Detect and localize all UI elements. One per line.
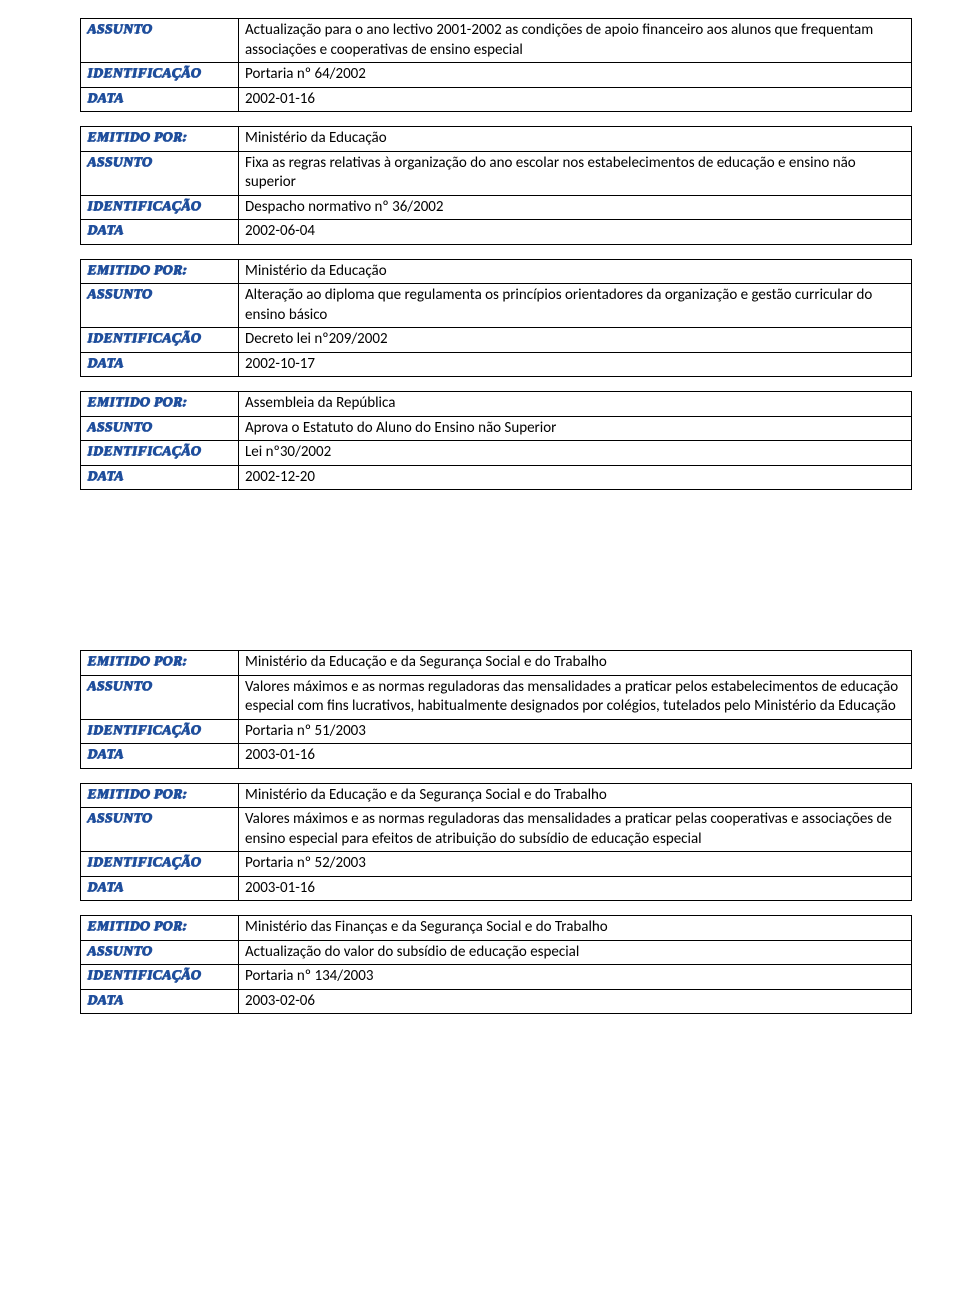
emitido-por-value: Ministério das Finanças e da Segurança S… [239, 916, 912, 941]
assunto-value: Aprova o Estatuto do Aluno do Ensino não… [239, 416, 912, 441]
data-value: 2003-01-16 [239, 744, 912, 769]
identificacao-label: IDENTIFICAÇÃO [81, 852, 239, 877]
record: EMITIDO POR:Ministério da EducaçãoASSUNT… [80, 259, 912, 378]
data-value: 2003-01-16 [239, 876, 912, 901]
assunto-value: Actualização do valor do subsídio de edu… [239, 940, 912, 965]
emitido_por-label: EMITIDO POR: [81, 783, 239, 808]
data-label: DATA [81, 989, 239, 1014]
records-container: ASSUNTOActualização para o ano lectivo 2… [80, 18, 912, 1014]
identificacao-value: Portaria nº 64/2002 [239, 63, 912, 88]
record-table: ASSUNTOActualização para o ano lectivo 2… [80, 18, 912, 112]
emitido_por-label: EMITIDO POR: [81, 392, 239, 417]
record-table: EMITIDO POR:Ministério da EducaçãoASSUNT… [80, 126, 912, 245]
data-label: DATA [81, 744, 239, 769]
identificacao-value: Portaria nº 52/2003 [239, 852, 912, 877]
assunto-label: ASSUNTO [81, 940, 239, 965]
data-value: 2002-01-16 [239, 87, 912, 112]
identificacao-label: IDENTIFICAÇÃO [81, 719, 239, 744]
identificacao-label: IDENTIFICAÇÃO [81, 63, 239, 88]
emitido-por-value: Ministério da Educação e da Segurança So… [239, 783, 912, 808]
record-table: EMITIDO POR:Assembleia da RepúblicaASSUN… [80, 391, 912, 490]
identificacao-value: Lei nº30/2002 [239, 441, 912, 466]
identificacao-value: Decreto lei nº209/2002 [239, 328, 912, 353]
assunto-label: ASSUNTO [81, 19, 239, 63]
data-value: 2002-06-04 [239, 220, 912, 245]
identificacao-label: IDENTIFICAÇÃO [81, 328, 239, 353]
assunto-value: Fixa as regras relativas à organização d… [239, 151, 912, 195]
identificacao-label: IDENTIFICAÇÃO [81, 965, 239, 990]
record-table: EMITIDO POR:Ministério da Educação e da … [80, 650, 912, 769]
record: EMITIDO POR:Ministério da Educação e da … [80, 783, 912, 902]
assunto-label: ASSUNTO [81, 284, 239, 328]
record: EMITIDO POR:Assembleia da RepúblicaASSUN… [80, 391, 912, 490]
data-label: DATA [81, 876, 239, 901]
identificacao-value: Despacho normativo nº 36/2002 [239, 195, 912, 220]
data-label: DATA [81, 220, 239, 245]
emitido-por-value: Assembleia da República [239, 392, 912, 417]
identificacao-label: IDENTIFICAÇÃO [81, 441, 239, 466]
data-value: 2002-12-20 [239, 465, 912, 490]
record: EMITIDO POR:Ministério das Finanças e da… [80, 915, 912, 1014]
identificacao-label: IDENTIFICAÇÃO [81, 195, 239, 220]
record: EMITIDO POR:Ministério da EducaçãoASSUNT… [80, 126, 912, 245]
assunto-value: Valores máximos e as normas reguladoras … [239, 808, 912, 852]
assunto-label: ASSUNTO [81, 151, 239, 195]
emitido_por-label: EMITIDO POR: [81, 127, 239, 152]
emitido-por-value: Ministério da Educação [239, 127, 912, 152]
record-table: EMITIDO POR:Ministério das Finanças e da… [80, 915, 912, 1014]
data-label: DATA [81, 87, 239, 112]
assunto-value: Alteração ao diploma que regulamenta os … [239, 284, 912, 328]
assunto-label: ASSUNTO [81, 675, 239, 719]
data-label: DATA [81, 465, 239, 490]
emitido_por-label: EMITIDO POR: [81, 916, 239, 941]
assunto-label: ASSUNTO [81, 808, 239, 852]
assunto-value: Actualização para o ano lectivo 2001-200… [239, 19, 912, 63]
data-value: 2003-02-06 [239, 989, 912, 1014]
data-label: DATA [81, 352, 239, 377]
emitido_por-label: EMITIDO POR: [81, 259, 239, 284]
record-table: EMITIDO POR:Ministério da Educação e da … [80, 783, 912, 902]
assunto-label: ASSUNTO [81, 416, 239, 441]
record: ASSUNTOActualização para o ano lectivo 2… [80, 18, 912, 112]
record-table: EMITIDO POR:Ministério da EducaçãoASSUNT… [80, 259, 912, 378]
identificacao-value: Portaria nº 51/2003 [239, 719, 912, 744]
emitido-por-value: Ministério da Educação [239, 259, 912, 284]
emitido_por-label: EMITIDO POR: [81, 651, 239, 676]
identificacao-value: Portaria nº 134/2003 [239, 965, 912, 990]
emitido-por-value: Ministério da Educação e da Segurança So… [239, 651, 912, 676]
assunto-value: Valores máximos e as normas reguladoras … [239, 675, 912, 719]
record: EMITIDO POR:Ministério da Educação e da … [80, 650, 912, 769]
data-value: 2002-10-17 [239, 352, 912, 377]
